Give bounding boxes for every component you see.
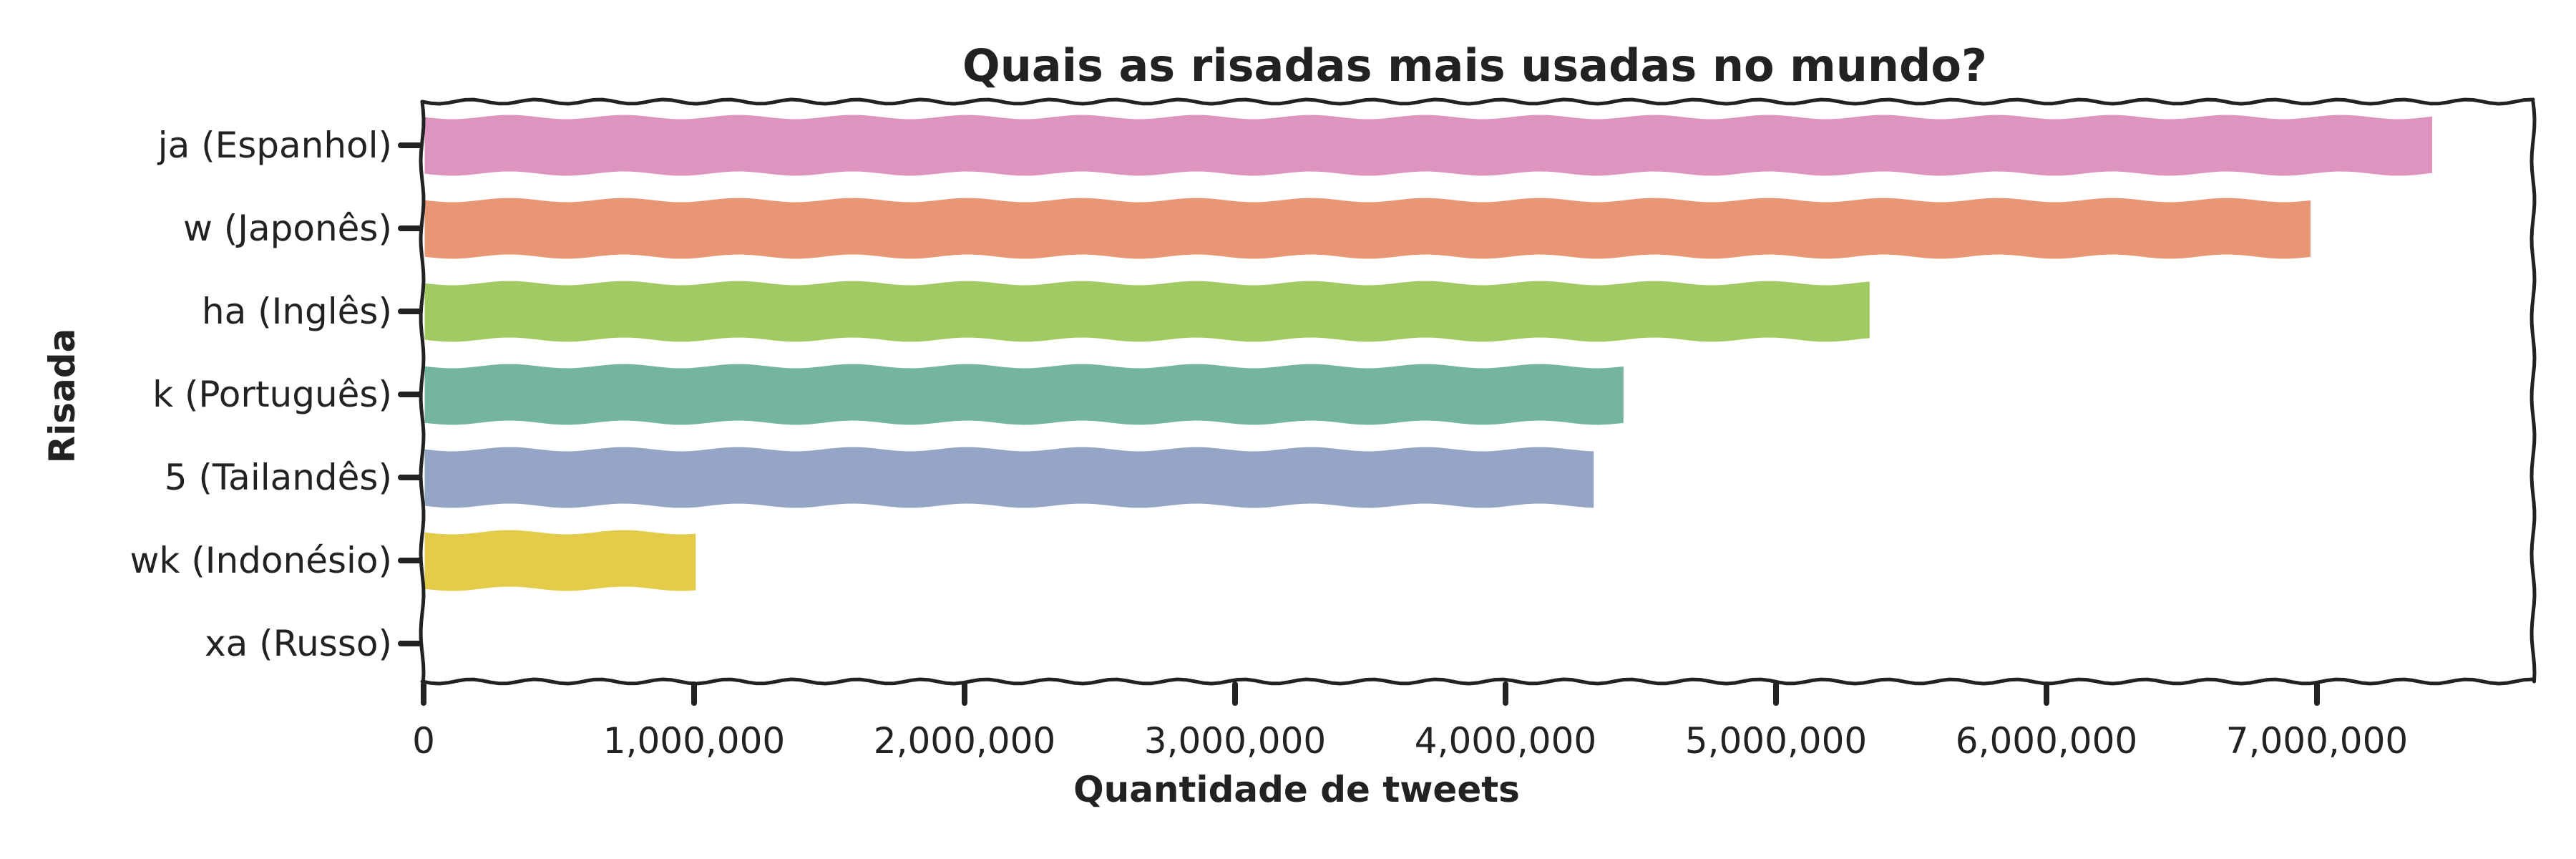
y-tick-label-4: 5 (Tailandês) — [165, 457, 392, 498]
x-tick-label-5: 5,000,000 — [1685, 720, 1867, 762]
plot-frame — [419, 97, 2537, 686]
y-axis-label: Risada — [42, 329, 83, 464]
x-axis-label: Quantidade de tweets — [1073, 769, 1520, 810]
x-tick-label-1: 1,000,000 — [603, 720, 785, 762]
frame-side-2 — [419, 100, 426, 684]
y-tick-label-2: ha (Inglês) — [202, 291, 392, 332]
frame-side-3 — [2529, 100, 2537, 684]
frame-side-0 — [420, 97, 2535, 106]
frame-side-1 — [420, 677, 2535, 686]
x-tick-label-2: 2,000,000 — [874, 720, 1055, 762]
y-tick-label-1: w (Japonês) — [183, 208, 392, 249]
y-tick-label-6: xa (Russo) — [205, 623, 392, 664]
bar-1 — [422, 195, 2313, 261]
x-axis-ticks: 0 1,000,000 2,000,000 3,000,000 4,000,000 5,0… — [412, 681, 2408, 762]
x-tick-label-3: 3,000,000 — [1144, 720, 1326, 762]
bar-5 — [422, 528, 698, 593]
x-tick-label-6: 6,000,000 — [1956, 720, 2137, 762]
y-tick-label-5: wk (Indonésio) — [130, 540, 392, 581]
y-axis-ticks: ja (Espanhol) w (Japonês) ha (Inglês) k (Po… — [130, 125, 422, 664]
x-tick-label-7: 7,000,000 — [2226, 720, 2408, 762]
chart-title: Quais as risadas mais usadas no mundo? — [962, 39, 1987, 92]
y-tick-label-0: ja (Espanhol) — [157, 125, 392, 166]
y-tick-label-3: k (Português) — [152, 374, 392, 415]
bar-4 — [422, 445, 1596, 510]
x-tick-label-4: 4,000,000 — [1415, 720, 1596, 762]
bar-0 — [422, 112, 2434, 178]
bars-group — [422, 112, 2434, 593]
bar-3 — [422, 361, 1626, 427]
x-tick-label-0: 0 — [412, 720, 435, 762]
bar-2 — [422, 278, 1872, 344]
